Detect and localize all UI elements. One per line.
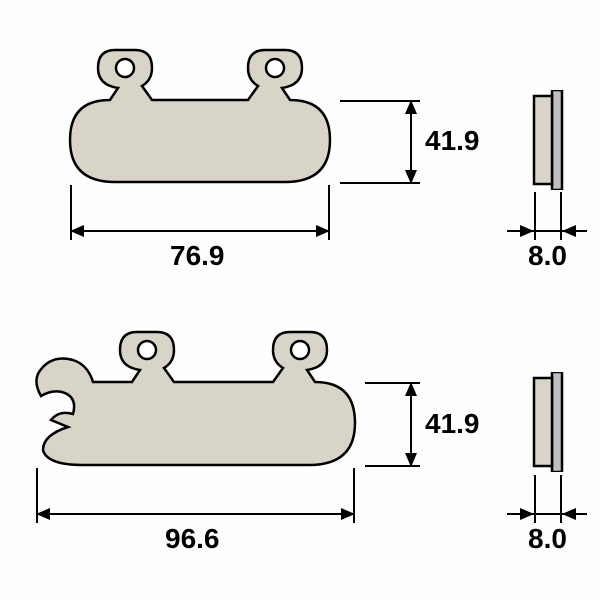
pad1-side-plate [552,90,562,190]
pad1-hole-right [266,59,284,77]
pad1-hole-left [116,59,134,77]
pad2-side [530,372,566,472]
pad2-hole-right [291,341,309,359]
pad2-hole-left [138,341,156,359]
pad1-height-label: 41.9 [425,125,480,157]
top-pad-row: 41.9 76.9 8.0 [0,30,600,300]
pad2-width-label: 96.6 [165,523,220,555]
pad1-body [70,50,330,182]
pad1-thickness-label: 8.0 [528,240,567,272]
pad1-side [530,90,566,190]
pad2-height-label: 41.9 [425,408,480,440]
bottom-pad-row: 41.9 96.6 8.0 [0,310,600,590]
pad2-side-material [534,378,552,466]
pad2-front [25,320,365,485]
pad2-side-plate [552,372,562,472]
pad1-side-material [534,96,552,184]
pad1-width-label: 76.9 [170,240,225,272]
pad1-front [60,40,340,200]
pad2-thickness-label: 8.0 [528,523,567,555]
